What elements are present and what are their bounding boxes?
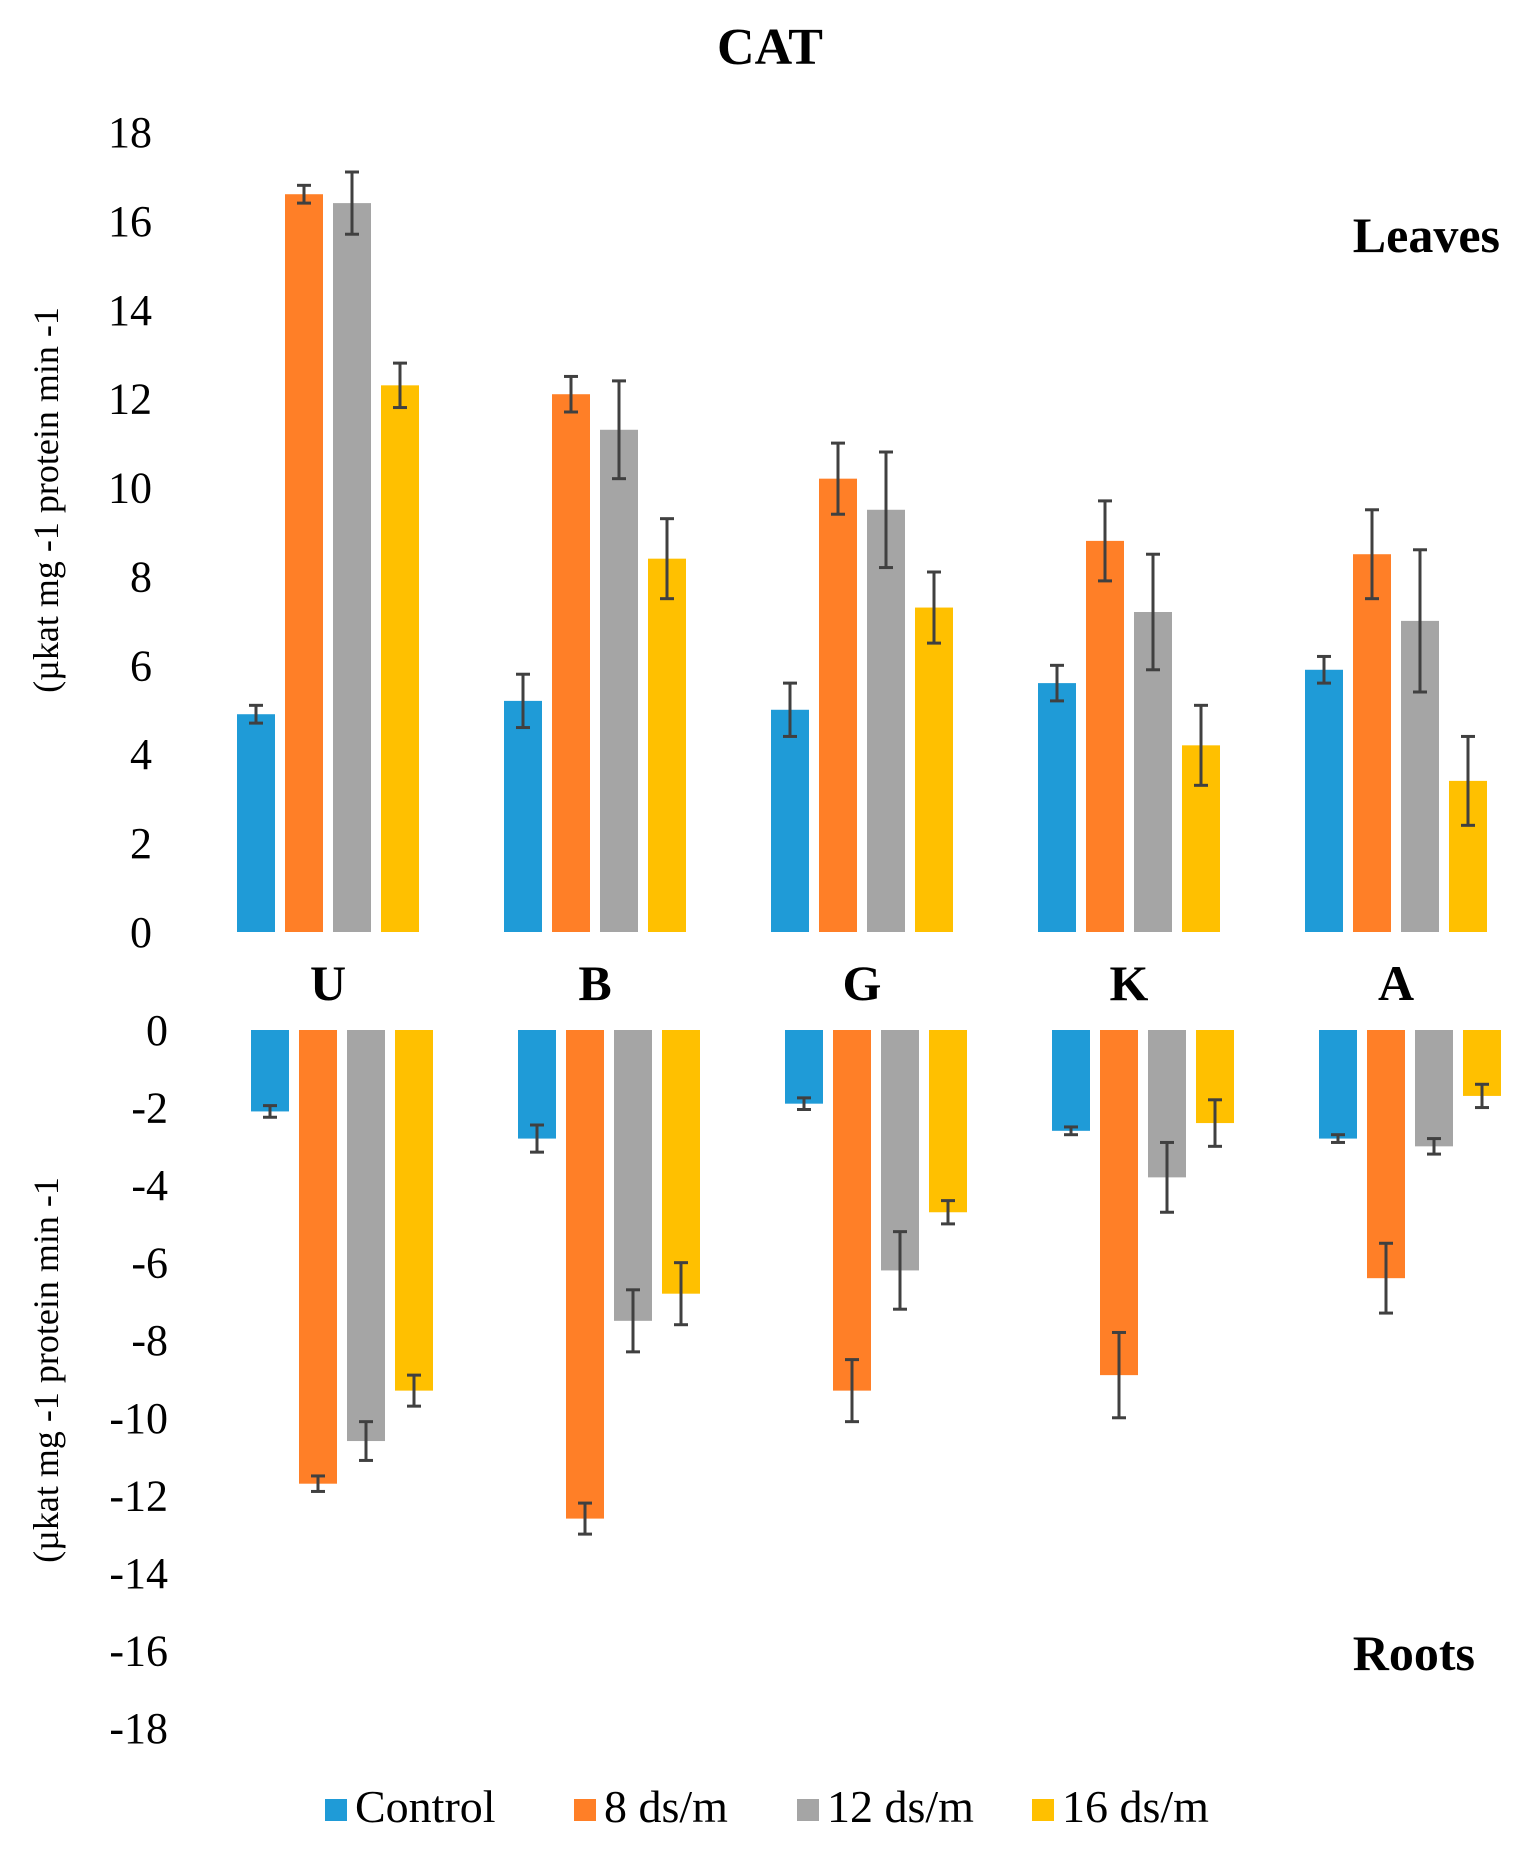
roots-bar-G-control <box>785 1030 823 1104</box>
roots-bar-K-8-ds-m <box>1100 1030 1138 1376</box>
legend-label: 16 ds/m <box>1062 1781 1209 1832</box>
roots-y-tick: -18 <box>109 1704 168 1753</box>
leaves-bar-A-8-ds-m <box>1353 554 1391 932</box>
roots-y-axis-label: (µkat mg -1 protein min -1 <box>26 1177 66 1563</box>
leaves-y-tick: 18 <box>108 108 152 157</box>
leaves-bar-A-control <box>1305 669 1343 932</box>
roots-y-tick: -16 <box>109 1626 168 1675</box>
roots-bar-U-12-ds-m <box>347 1030 385 1442</box>
leaves-bar-G-8-ds-m <box>819 478 857 932</box>
leaves-y-tick: 16 <box>108 197 152 246</box>
leaves-y-tick: 4 <box>130 730 152 779</box>
leaves-bar-U-8-ds-m <box>285 194 323 932</box>
roots-bar-B-control <box>518 1030 556 1139</box>
leaves-bar-U-control <box>237 714 275 932</box>
roots-y-tick: -12 <box>109 1471 168 1520</box>
leaves-y-tick: 2 <box>130 819 152 868</box>
leaves-y-ticks: 0 2 4 6 8 10 12 14 16 18 <box>108 108 152 957</box>
roots-bar-G-8-ds-m <box>833 1030 871 1391</box>
leaves-y-tick: 0 <box>130 908 152 957</box>
leaves-bar-G-12-ds-m <box>867 509 905 932</box>
leaves-bar-G-16-ds-m <box>915 607 953 932</box>
legend-label: 8 ds/m <box>604 1781 728 1832</box>
leaves-y-tick: 12 <box>108 375 152 424</box>
category-label-g: G <box>843 955 882 1011</box>
leaves-bar-B-16-ds-m <box>648 558 686 932</box>
category-label-k: K <box>1110 955 1149 1011</box>
leaves-y-tick: 10 <box>108 464 152 513</box>
roots-y-tick: -10 <box>109 1394 168 1443</box>
leaves-bar-U-12-ds-m <box>333 203 371 933</box>
legend-label: 12 ds/m <box>827 1781 974 1832</box>
leaves-bar-U-16-ds-m <box>381 385 419 932</box>
legend: Control 8 ds/m 12 ds/m 16 ds/m <box>325 1781 1209 1832</box>
roots-y-tick: -6 <box>131 1239 168 1288</box>
roots-y-tick: 0 <box>146 1006 168 1055</box>
leaves-label: Leaves <box>1353 207 1500 263</box>
roots-bar-U-16-ds-m <box>395 1030 433 1391</box>
category-label-u: U <box>310 955 346 1011</box>
leaves-y-tick: 6 <box>130 641 152 690</box>
leaves-y-tick: 8 <box>130 552 152 601</box>
leaves-bar-B-control <box>504 700 542 932</box>
roots-bar-B-8-ds-m <box>566 1030 604 1519</box>
roots-bar-U-8-ds-m <box>299 1030 337 1484</box>
roots-y-tick: -2 <box>131 1084 168 1133</box>
legend-swatch <box>574 1799 596 1821</box>
chart-title: CAT <box>717 19 823 76</box>
roots-bar-B-12-ds-m <box>614 1030 652 1321</box>
roots-y-ticks: 0 -2 -4 -6 -8 -10 -12 -14 -16 -18 <box>109 1006 168 1753</box>
roots-bar-A-12-ds-m <box>1415 1030 1453 1147</box>
leaves-bar-B-12-ds-m <box>600 429 638 932</box>
leaves-y-axis-label: (µkat mg -1 protein min -1 <box>26 307 66 693</box>
roots-y-tick: -14 <box>109 1549 168 1598</box>
roots-bar-A-8-ds-m <box>1367 1030 1405 1279</box>
leaves-y-tick: 14 <box>108 286 152 335</box>
roots-bar-B-16-ds-m <box>662 1030 700 1294</box>
roots-bar-G-16-ds-m <box>929 1030 967 1213</box>
legend-swatch <box>797 1799 819 1821</box>
leaves-bar-K-control <box>1038 683 1076 932</box>
roots-y-tick: -8 <box>131 1316 168 1365</box>
roots-bar-A-control <box>1319 1030 1357 1139</box>
legend-swatch <box>325 1799 347 1821</box>
leaves-bars <box>237 170 1487 933</box>
roots-bars <box>251 1030 1501 1536</box>
legend-swatch <box>1032 1799 1054 1821</box>
leaves-bar-G-control <box>771 709 809 932</box>
roots-y-tick: -4 <box>131 1161 168 1210</box>
leaves-bar-K-8-ds-m <box>1086 540 1124 932</box>
category-label-a: A <box>1378 955 1414 1011</box>
legend-label: Control <box>355 1781 496 1832</box>
leaves-bar-B-8-ds-m <box>552 394 590 932</box>
roots-label: Roots <box>1353 1625 1475 1681</box>
roots-bar-U-control <box>251 1030 289 1112</box>
roots-bar-K-control <box>1052 1030 1090 1131</box>
category-label-b: B <box>578 955 611 1011</box>
